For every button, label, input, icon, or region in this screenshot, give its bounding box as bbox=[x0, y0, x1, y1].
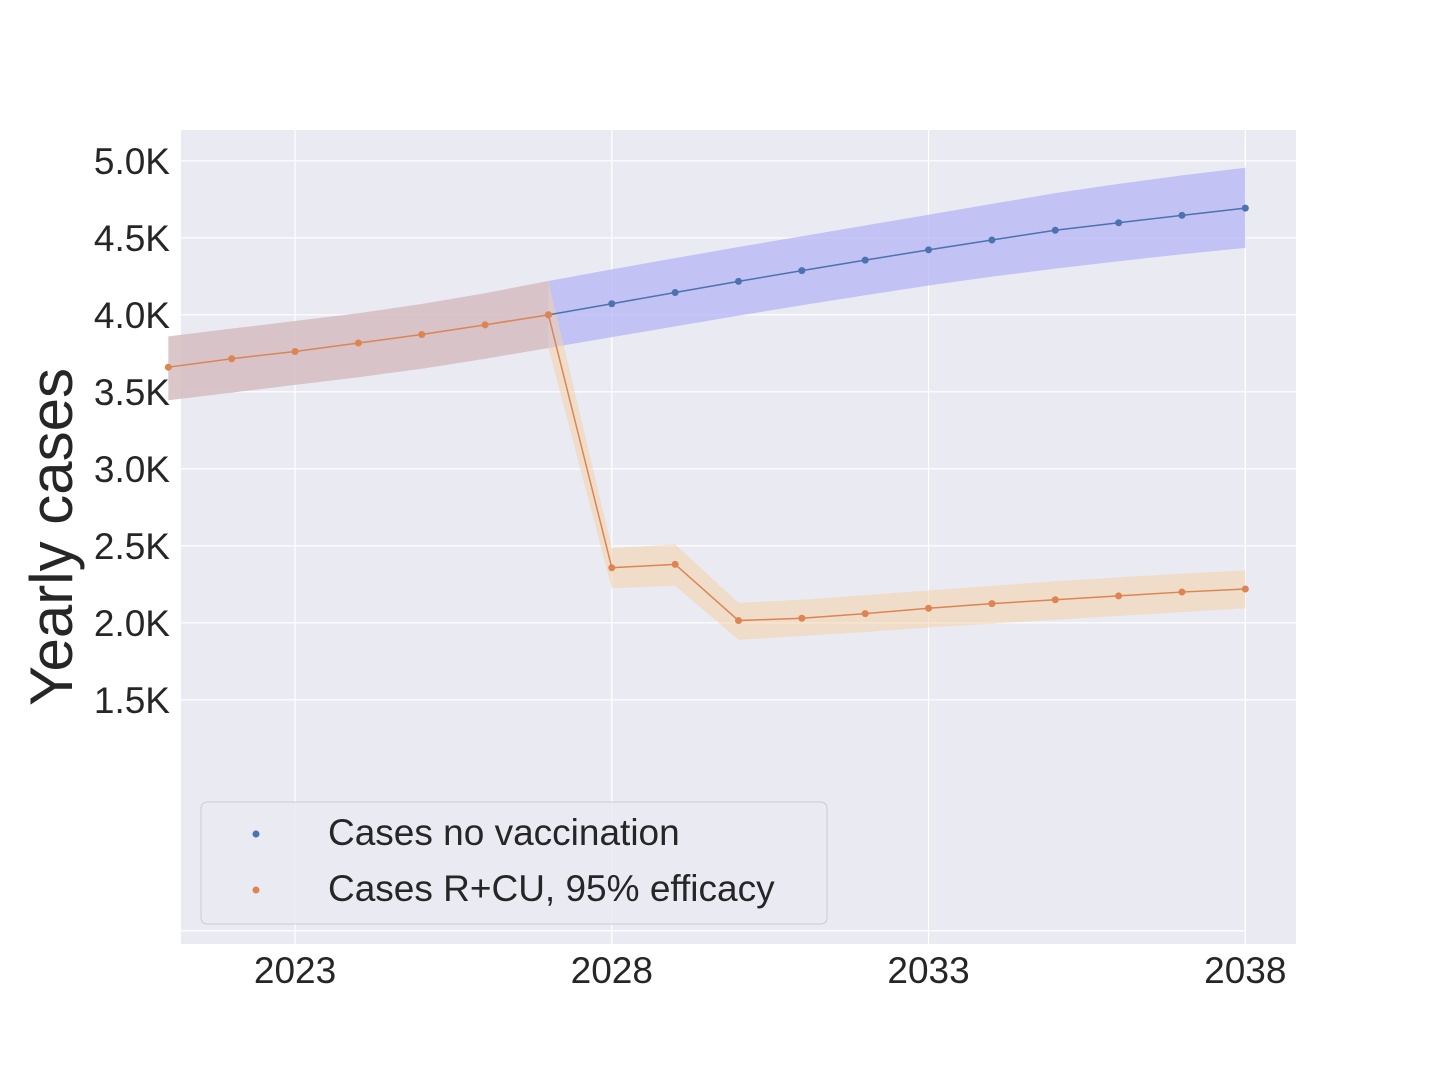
point-no-vaccination bbox=[925, 246, 933, 254]
x-tick-label: 2038 bbox=[1204, 950, 1286, 991]
band-no-vaccination bbox=[548, 167, 1246, 348]
y-axis-ticks: 1.5K 2.0K 2.5K 3.0K 3.5K 4.0K 4.5K 5.0K bbox=[94, 141, 170, 721]
y-axis-title: Yearly cases bbox=[18, 368, 85, 706]
y-tick-label: 2.5K bbox=[94, 526, 170, 567]
point-no-vaccination bbox=[861, 256, 869, 264]
point-vaccination bbox=[418, 331, 426, 339]
y-tick-label: 5.0K bbox=[94, 141, 170, 182]
point-vaccination bbox=[544, 311, 552, 319]
y-tick-label: 2.0K bbox=[94, 603, 170, 644]
point-vaccination bbox=[164, 363, 172, 371]
point-vaccination bbox=[925, 604, 933, 612]
point-no-vaccination bbox=[1178, 211, 1186, 219]
y-tick-label: 3.5K bbox=[94, 372, 170, 413]
point-vaccination bbox=[228, 355, 236, 363]
series-lines bbox=[168, 207, 1246, 622]
point-vaccination bbox=[671, 560, 679, 568]
legend-box bbox=[200, 801, 828, 925]
x-tick-label: 2023 bbox=[254, 950, 336, 991]
x-tick-label: 2033 bbox=[887, 950, 969, 991]
point-vaccination bbox=[1115, 592, 1123, 600]
y-tick-label: 4.5K bbox=[94, 218, 170, 259]
point-vaccination bbox=[481, 321, 489, 329]
point-vaccination bbox=[861, 610, 869, 618]
point-vaccination bbox=[1241, 585, 1249, 593]
x-tick-label: 2028 bbox=[571, 950, 653, 991]
legend: Cases no vaccination Cases R+CU, 95% eff… bbox=[200, 801, 828, 925]
band-vaccination bbox=[168, 280, 1246, 640]
point-vaccination bbox=[291, 347, 299, 355]
point-vaccination bbox=[354, 339, 362, 347]
point-no-vaccination bbox=[1115, 219, 1123, 227]
legend-marker-no-vaccination bbox=[252, 830, 260, 838]
y-tick-label: 3.0K bbox=[94, 449, 170, 490]
legend-marker-vaccination bbox=[252, 886, 260, 894]
line-no-vaccination bbox=[548, 207, 1246, 316]
legend-label-no-vaccination: Cases no vaccination bbox=[328, 812, 680, 853]
point-vaccination bbox=[988, 600, 996, 608]
point-no-vaccination bbox=[988, 236, 996, 244]
x-axis-ticks: 2023 2028 2033 2038 bbox=[254, 950, 1287, 991]
point-no-vaccination bbox=[608, 300, 616, 308]
point-vaccination bbox=[1178, 588, 1186, 596]
series-points bbox=[164, 204, 1249, 625]
line-vaccination bbox=[168, 313, 1246, 622]
y-tick-label: 1.5K bbox=[94, 680, 170, 721]
legend-label-vaccination: Cases R+CU, 95% efficacy bbox=[328, 868, 775, 909]
point-no-vaccination bbox=[798, 267, 806, 275]
point-no-vaccination bbox=[1051, 226, 1059, 234]
point-vaccination bbox=[608, 564, 616, 572]
point-vaccination bbox=[798, 614, 806, 622]
point-no-vaccination bbox=[735, 277, 742, 285]
point-no-vaccination bbox=[1241, 204, 1249, 212]
point-vaccination bbox=[1051, 596, 1059, 604]
point-no-vaccination bbox=[671, 288, 679, 296]
y-tick-label: 4.0K bbox=[94, 295, 170, 336]
point-vaccination bbox=[735, 617, 742, 625]
